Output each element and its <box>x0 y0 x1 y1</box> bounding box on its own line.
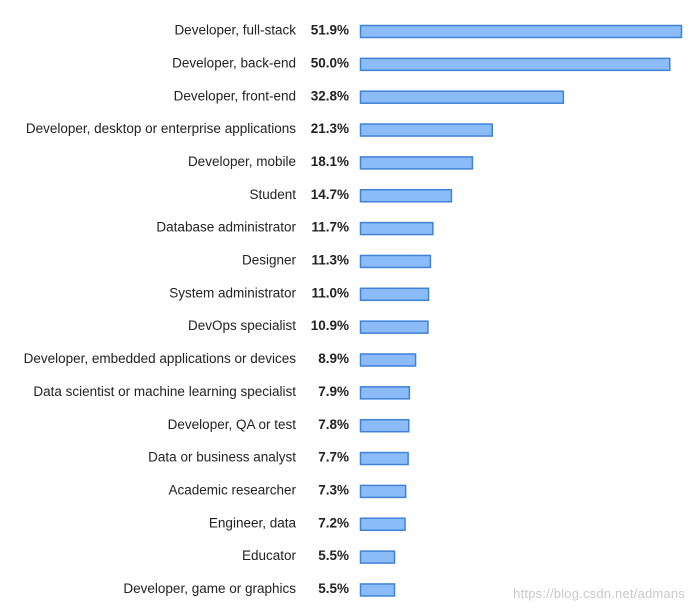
bar-designer <box>359 254 432 269</box>
bar-academic-researcher <box>359 484 407 499</box>
bar-engineer-data <box>359 517 406 531</box>
value-label-developer-qa-or-test: 7.8% <box>318 417 349 432</box>
category-label-developer-qa-or-test: Developer, QA or test <box>168 417 297 432</box>
category-label-engineer-data: Engineer, data <box>209 515 297 530</box>
bar-developer-game-or-graphics <box>359 583 396 597</box>
watermark: https://blog.csdn.net/admans <box>513 586 685 601</box>
value-label-academic-researcher: 7.3% <box>318 482 349 497</box>
value-label-developer-front-end: 32.8% <box>311 88 349 103</box>
category-label-student: Student <box>249 187 296 202</box>
bar-database-administrator <box>359 221 434 236</box>
bar-data-scientist-or-machine-learning-specialist <box>359 386 411 400</box>
bar-developer-mobile <box>359 156 474 170</box>
category-label-database-administrator: Database administrator <box>156 220 296 235</box>
bar-devops-specialist <box>359 320 429 334</box>
value-label-data-or-business-analyst: 7.7% <box>318 450 349 465</box>
value-label-educator: 5.5% <box>318 548 349 563</box>
category-label-developer-full-stack: Developer, full-stack <box>174 23 296 38</box>
category-label-developer-game-or-graphics: Developer, game or graphics <box>123 581 296 596</box>
bar-developer-embedded-applications-or-devices <box>359 353 417 367</box>
value-label-developer-full-stack: 51.9% <box>311 23 349 38</box>
value-label-designer: 11.3% <box>311 253 349 268</box>
value-label-engineer-data: 7.2% <box>318 515 349 530</box>
category-label-data-or-business-analyst: Data or business analyst <box>148 450 296 465</box>
category-label-developer-desktop-or-enterprise-applications: Developer, desktop or enterprise applica… <box>26 121 296 136</box>
value-label-system-administrator: 11.0% <box>311 285 349 300</box>
category-label-devops-specialist: DevOps specialist <box>188 318 296 333</box>
category-label-system-administrator: System administrator <box>169 285 296 300</box>
bar-data-or-business-analyst <box>359 451 409 466</box>
category-label-educator: Educator <box>242 548 297 563</box>
category-label-data-scientist-or-machine-learning-specialist: Data scientist or machine learning speci… <box>33 384 296 399</box>
value-label-developer-game-or-graphics: 5.5% <box>318 581 349 596</box>
value-label-data-scientist-or-machine-learning-specialist: 7.9% <box>318 384 349 399</box>
value-label-developer-mobile: 18.1% <box>311 154 349 169</box>
category-label-designer: Designer <box>242 253 297 268</box>
category-label-developer-mobile: Developer, mobile <box>188 154 296 169</box>
bar-student <box>359 189 453 203</box>
value-label-database-administrator: 11.7% <box>311 220 349 235</box>
value-label-developer-back-end: 50.0% <box>311 55 349 70</box>
category-label-developer-back-end: Developer, back-end <box>172 55 296 70</box>
value-label-developer-desktop-or-enterprise-applications: 21.3% <box>311 121 349 136</box>
bar-developer-qa-or-test <box>359 418 410 433</box>
value-label-developer-embedded-applications-or-devices: 8.9% <box>318 351 349 366</box>
bar-educator <box>359 550 396 564</box>
category-label-academic-researcher: Academic researcher <box>168 482 296 497</box>
bar-developer-desktop-or-enterprise-applications <box>359 123 493 137</box>
value-label-student: 14.7% <box>311 187 349 202</box>
bar-system-administrator <box>359 287 430 302</box>
bar-developer-front-end <box>359 90 565 104</box>
bar-developer-back-end <box>359 57 671 72</box>
bar-developer-full-stack <box>359 24 683 39</box>
value-label-devops-specialist: 10.9% <box>311 318 349 333</box>
category-label-developer-front-end: Developer, front-end <box>174 88 296 103</box>
category-label-developer-embedded-applications-or-devices: Developer, embedded applications or devi… <box>24 351 297 366</box>
